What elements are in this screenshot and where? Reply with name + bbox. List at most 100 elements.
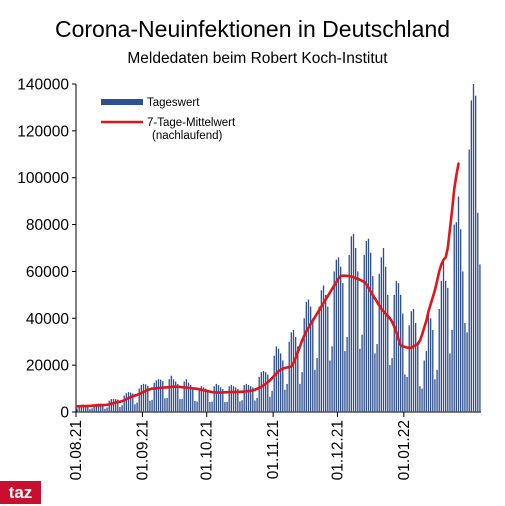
bar [477,212,479,412]
bar [198,388,200,412]
bar [299,383,301,412]
bar [82,404,85,412]
taz-logo: taz [0,481,41,504]
bar [427,313,430,412]
bar [472,84,475,412]
bar [434,379,436,412]
bar [354,248,357,412]
bar [301,372,303,412]
bar [320,290,323,412]
bar [382,248,385,412]
bar [378,273,380,412]
x-tick-label: 01.11.21 [265,420,282,479]
bar [147,385,149,412]
bar [185,379,188,412]
bar [406,376,408,412]
bar [97,403,100,412]
bar [346,337,348,412]
bar [404,374,406,412]
bar [123,395,125,412]
bar [232,386,235,412]
bar [252,387,254,412]
bar [335,259,338,412]
bar [292,330,295,412]
bar [374,353,376,412]
bar [134,404,136,412]
bar [181,399,183,412]
bar [151,399,153,412]
bar [224,402,226,412]
bar [142,383,145,412]
bar [117,399,119,412]
bar [127,392,130,412]
bar [112,398,115,412]
bar [132,393,134,412]
bar [183,381,185,412]
bar [149,400,151,412]
bar [474,95,477,413]
bar [106,407,108,412]
bar [95,403,98,412]
x-tick-label: 01.08.21 [68,420,85,480]
bar [357,271,359,412]
bar [376,344,378,412]
bar [260,372,263,412]
line-series [75,162,460,408]
bar [297,346,299,412]
bar [277,348,280,412]
bar [284,389,286,412]
y-tick-label: 80000 [26,217,69,234]
bar [200,386,203,412]
bar [316,358,318,412]
bar [421,388,423,412]
bar [414,322,417,412]
bar [104,408,106,412]
bar [243,385,245,412]
bar [207,389,209,412]
bar [179,399,181,412]
bar [237,389,239,412]
bar [93,404,95,412]
bar [387,294,389,412]
bar [271,390,273,412]
bar [466,332,468,412]
bar [286,383,288,412]
bar [290,332,293,412]
bar [365,240,368,412]
bar [288,341,290,412]
bar [228,386,230,412]
bar [275,346,278,412]
bar [174,381,177,412]
y-tick-label: 120000 [17,123,69,140]
bar [91,408,93,412]
bar [76,408,78,412]
bar [339,266,342,412]
y-tick-label: 140000 [17,77,69,94]
y-tick-label: 40000 [26,311,69,328]
y-tick-label: 20000 [26,358,69,375]
bar [256,397,258,412]
chart-subtitle: Meldedaten beim Robert Koch-Institut [127,50,388,67]
bar [369,252,372,412]
bar [449,353,451,412]
bar [294,337,297,412]
bar [470,100,473,413]
bar [314,369,316,412]
x-tick-label: 01.09.21 [134,420,151,480]
bar [423,360,425,412]
bar [211,401,213,412]
bar [344,351,346,412]
bar [327,306,329,412]
bar [337,257,340,412]
bar [279,353,282,412]
x-tick-label: 01.10.21 [199,420,216,480]
bar [234,387,237,412]
bar [241,400,243,412]
bar [264,372,267,412]
bar [352,233,355,412]
bar [408,325,410,412]
bar [399,294,402,412]
bar [108,400,110,412]
bar [99,403,102,412]
bar [410,311,413,412]
